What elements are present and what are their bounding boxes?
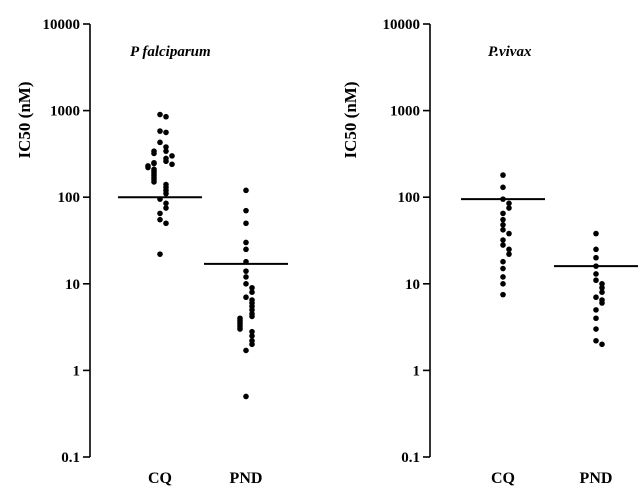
data-point	[593, 254, 599, 261]
data-point	[151, 150, 157, 157]
data-point	[243, 239, 249, 246]
data-point	[593, 315, 599, 322]
data-point	[599, 341, 605, 348]
y-tick-label: 1	[73, 363, 81, 379]
data-point	[500, 291, 506, 298]
data-point	[593, 230, 599, 237]
y-tick-label: 100	[58, 190, 81, 206]
data-point	[163, 200, 169, 207]
data-point	[500, 242, 506, 248]
data-point	[243, 281, 249, 287]
data-point	[249, 307, 255, 313]
data-point	[157, 128, 163, 134]
data-point	[163, 220, 169, 227]
data-point	[500, 258, 506, 265]
data-point	[169, 153, 175, 159]
data-point	[506, 251, 512, 257]
data-point	[500, 216, 506, 223]
data-point	[163, 129, 169, 136]
data-point	[151, 160, 157, 167]
data-point	[249, 333, 255, 339]
data-point	[243, 268, 249, 274]
y-tick-label: 10	[65, 277, 80, 293]
x-category-label: PND	[230, 470, 263, 487]
y-tick-label: 0.1	[401, 450, 420, 466]
data-point	[599, 300, 605, 306]
data-point	[500, 210, 506, 217]
panel-vivax: P.vivax IC50 (nM) 0.1 1 10 100 1000 10000 CQ PN…	[341, 17, 638, 487]
data-point	[163, 144, 169, 150]
data-point	[506, 205, 512, 211]
data-point	[237, 326, 243, 332]
y-tick-label: 100	[398, 190, 421, 206]
data-point	[163, 158, 169, 165]
data-point	[243, 393, 249, 400]
y-tick-label: 1	[413, 363, 421, 379]
data-point	[163, 148, 169, 154]
data-point	[599, 281, 605, 287]
data-point	[599, 289, 605, 295]
data-point	[599, 284, 605, 291]
data-point	[593, 246, 599, 253]
data-point	[157, 210, 163, 217]
data-point	[243, 246, 249, 253]
panel-title: P falciparum	[130, 44, 211, 60]
data-point	[500, 237, 506, 243]
data-point	[249, 341, 255, 348]
y-tick-label: 0.1	[61, 450, 80, 466]
data-point	[500, 222, 506, 228]
data-point	[157, 216, 163, 223]
data-point	[500, 227, 506, 233]
panel-title: P.vivax	[488, 44, 532, 60]
data-point	[593, 294, 599, 301]
data-point	[506, 230, 512, 237]
data-point	[593, 307, 599, 313]
data-point	[500, 172, 506, 178]
data-point	[500, 281, 506, 287]
data-point	[169, 161, 175, 168]
y-axis-label: IC50 (nM)	[341, 82, 360, 159]
data-point	[243, 274, 249, 280]
data-point	[157, 111, 163, 118]
y-axis-label: IC50 (nM)	[15, 82, 34, 159]
data-point	[157, 139, 163, 146]
data-point	[243, 220, 249, 227]
y-tick-label: 10000	[43, 17, 81, 33]
data-point	[593, 337, 599, 344]
data-point	[243, 187, 249, 194]
data-point	[249, 328, 255, 335]
data-point	[500, 265, 506, 272]
data-point	[163, 190, 169, 197]
y-tick-label: 1000	[50, 104, 80, 120]
data-point	[163, 113, 169, 120]
x-category-label: CQ	[148, 470, 172, 487]
data-point	[249, 284, 255, 291]
data-point	[151, 179, 157, 185]
data-point	[145, 164, 151, 171]
data-point	[506, 200, 512, 207]
data-point	[593, 277, 599, 284]
data-point	[243, 294, 249, 301]
data-point	[157, 251, 163, 257]
data-point	[500, 274, 506, 280]
y-tick-label: 10000	[383, 17, 421, 33]
data-point	[593, 326, 599, 332]
data-point	[163, 205, 169, 211]
panel-falciparum: P falciparum IC50 (nM) 0.1 1 10 100 1000 1000…	[15, 17, 288, 487]
y-tick-label: 10	[405, 277, 420, 293]
x-category-label: PND	[580, 470, 613, 487]
x-category-label: CQ	[491, 470, 515, 487]
data-point	[506, 246, 512, 253]
data-point	[593, 271, 599, 277]
data-point	[249, 313, 255, 320]
data-point	[249, 289, 255, 295]
data-point	[500, 184, 506, 191]
data-point	[243, 347, 249, 354]
y-tick-label: 1000	[390, 104, 420, 120]
data-point	[243, 207, 249, 214]
